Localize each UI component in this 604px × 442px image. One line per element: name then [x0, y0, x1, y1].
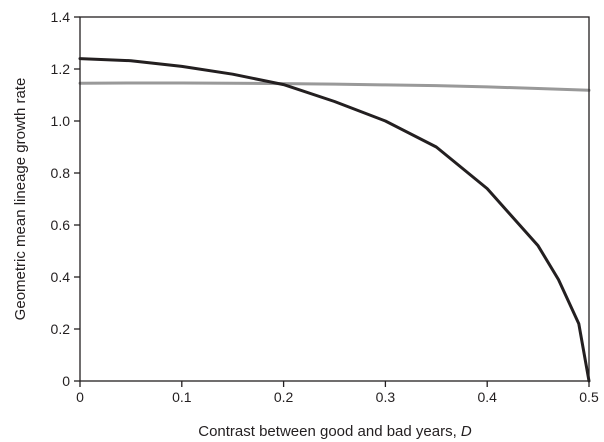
y-tick-label: 0.2: [51, 321, 71, 337]
x-tick-label: 0.2: [274, 389, 294, 405]
x-tick-label: 0: [76, 389, 84, 405]
series-layer: [78, 57, 591, 383]
y-tick-label: 1.2: [51, 61, 71, 77]
plot-border: [79, 16, 590, 382]
x-tick-label: 0.4: [477, 389, 497, 405]
x-tick-label: 0.5: [579, 389, 599, 405]
y-tick-label: 1.0: [51, 113, 71, 129]
y-tick-label: 0: [62, 373, 70, 389]
x-tick-label: 0.1: [172, 389, 192, 405]
y-tick-label: 1.4: [51, 9, 71, 25]
series-line-1: [78, 57, 591, 383]
x-axis-title: Contrast between good and bad years, D: [198, 423, 472, 440]
y-axis-title: Geometric mean lineage growth rate: [12, 78, 29, 321]
y-tick-label: 0.6: [51, 217, 71, 233]
x-tick-label: 0.3: [376, 389, 396, 405]
series-line-2: [78, 81, 591, 92]
plot-frame: [79, 16, 590, 382]
y-axis: 0 0.2 0.4 0.6 0.8 1.0 1.2 1.4: [51, 9, 80, 389]
y-tick-label: 0.8: [51, 165, 71, 181]
y-tick-label: 0.4: [51, 269, 71, 285]
x-axis: 0 0.1 0.2 0.3 0.4 0.5: [76, 381, 599, 405]
